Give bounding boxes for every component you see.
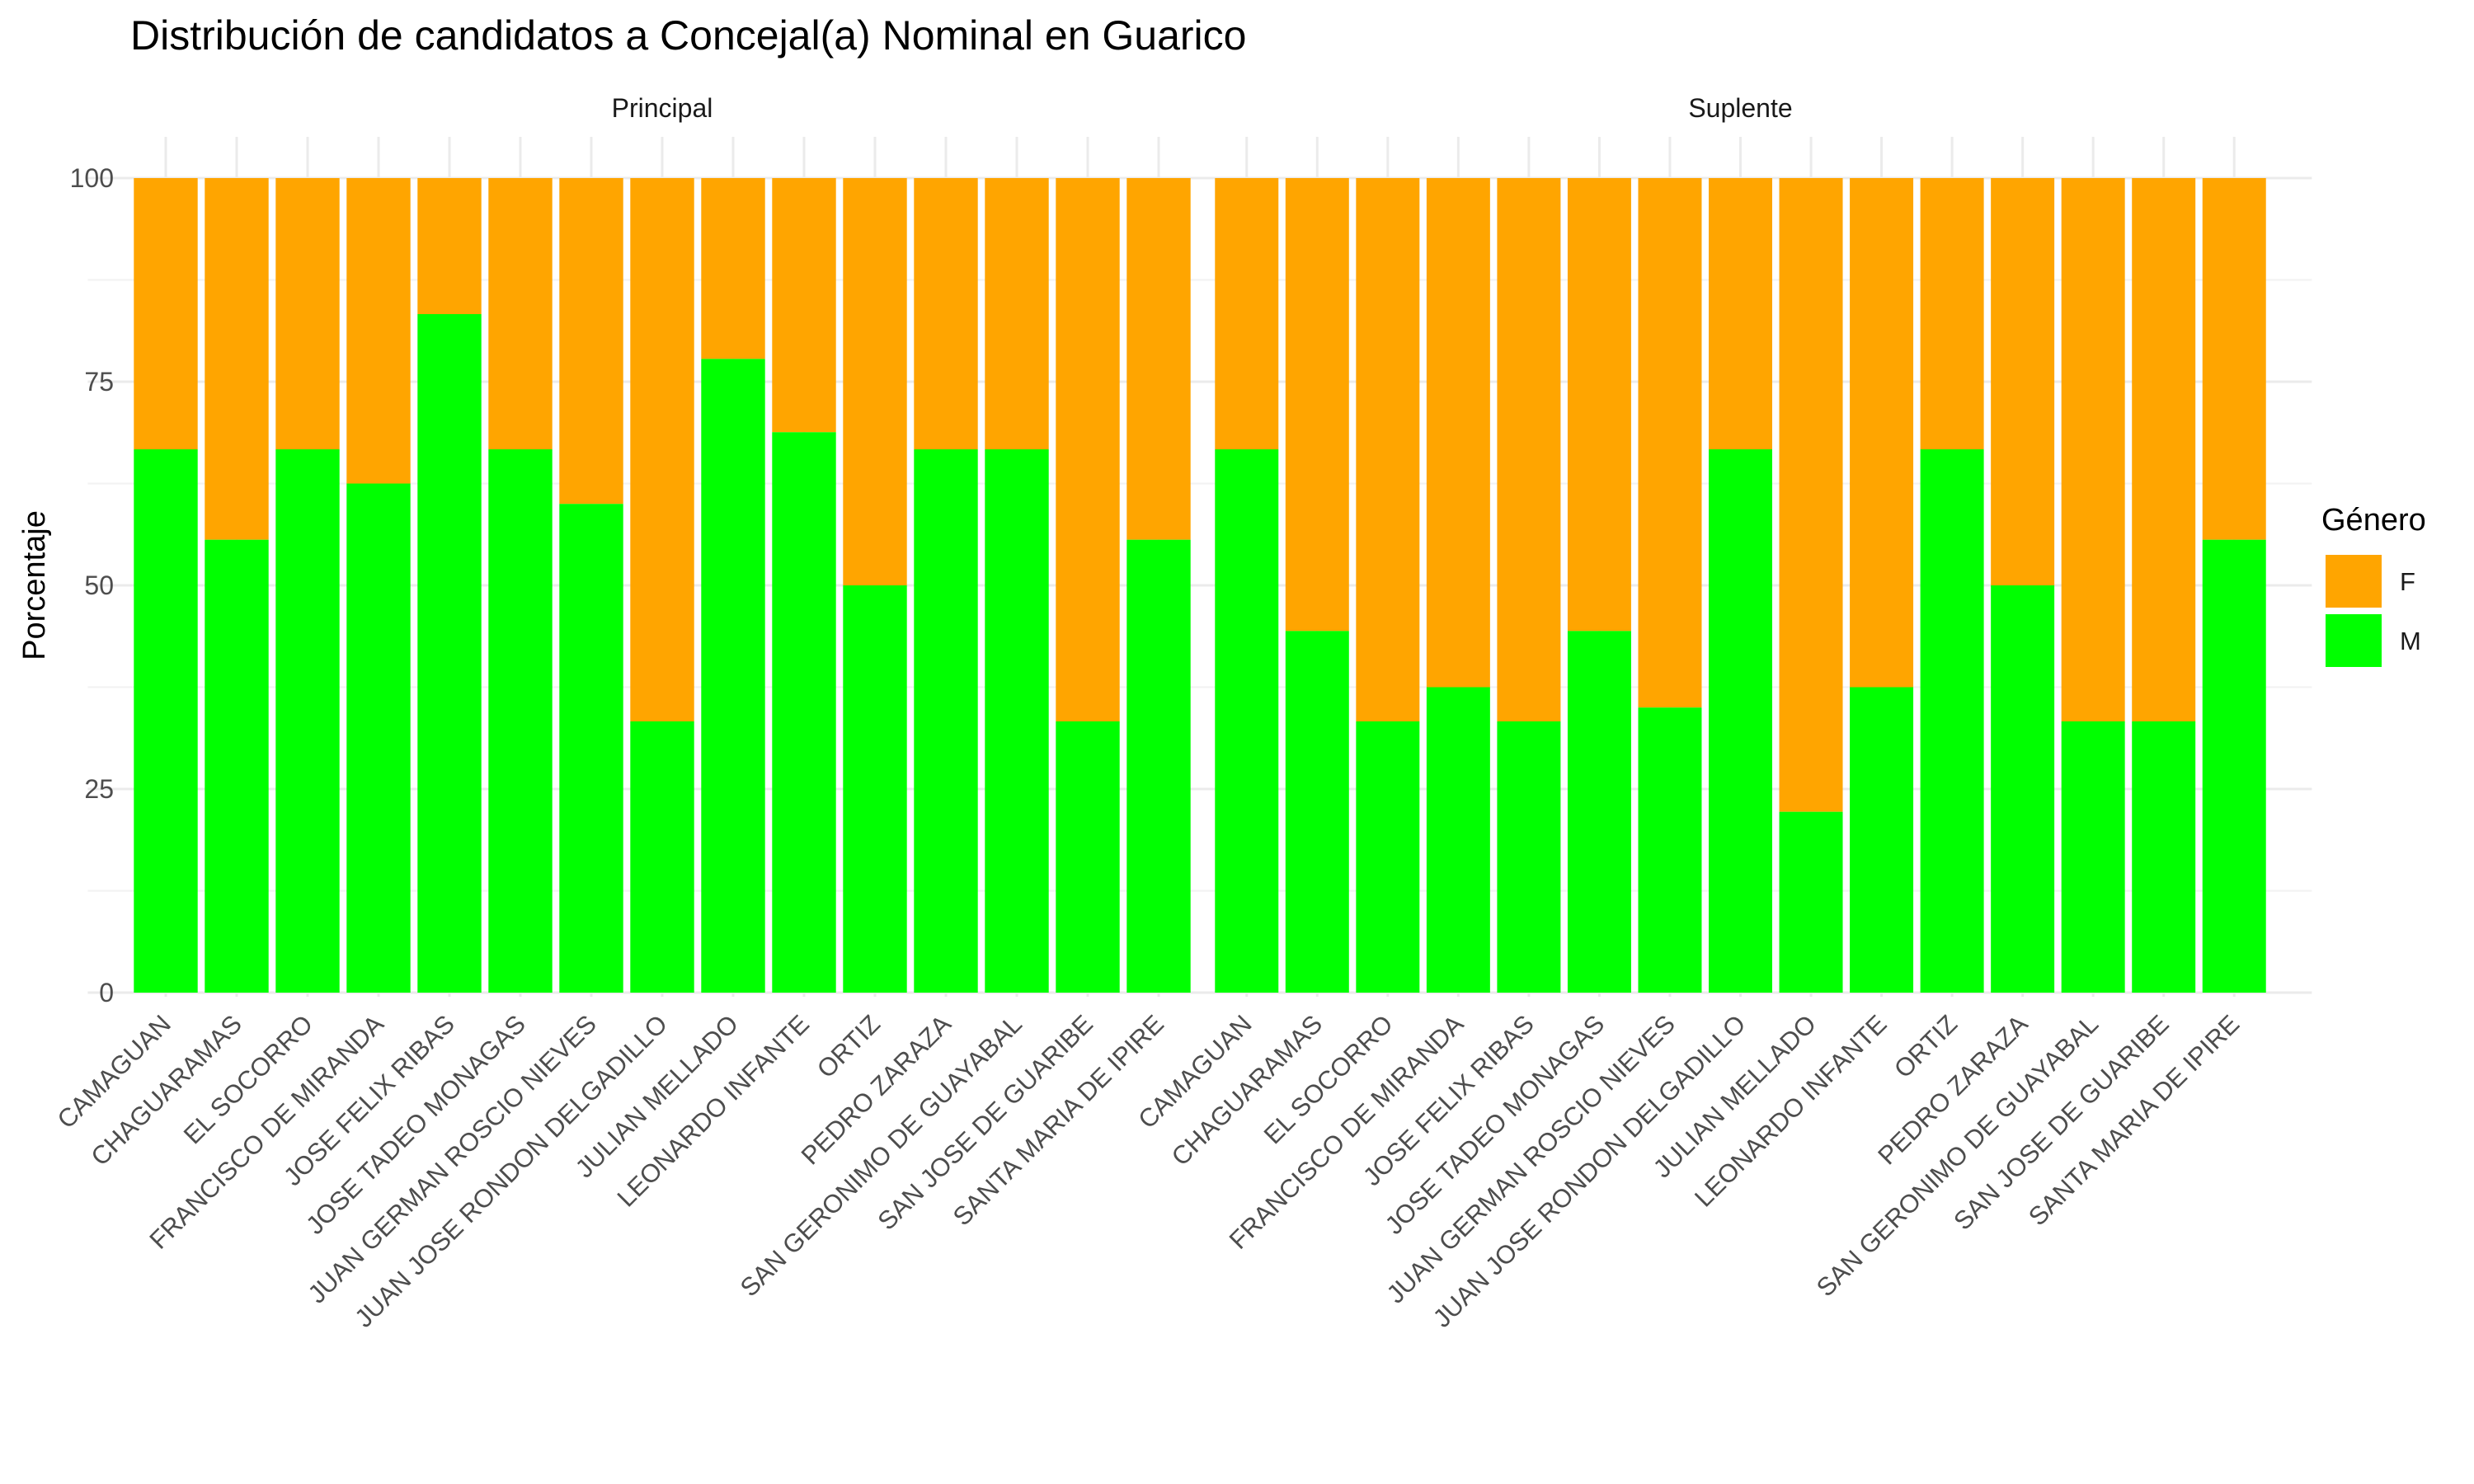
bar-segment-m: [1426, 687, 1490, 993]
facet-strip-label: Suplente: [1688, 93, 1792, 123]
bar-segment-f: [1126, 178, 1191, 540]
bar-segment-f: [1920, 178, 1984, 450]
chart-title: Distribución de candidatos a Concejal(a)…: [130, 12, 1246, 59]
y-tick-label: 100: [70, 163, 114, 193]
bar-segment-f: [1426, 178, 1490, 688]
bar-segment-f: [985, 178, 1049, 450]
facet-strip-label: Principal: [612, 93, 713, 123]
bar-segment-m: [205, 539, 269, 993]
bar-segment-f: [2061, 178, 2125, 721]
bar-segment-f: [1285, 178, 1349, 632]
bar-segment-m: [417, 313, 482, 993]
bar-segment-m: [1779, 811, 1843, 993]
bar-segment-f: [205, 178, 269, 540]
bar-segment-m: [1126, 539, 1191, 993]
bar-segment-m: [559, 504, 623, 993]
y-tick-label: 75: [84, 367, 114, 397]
bar-segment-m: [1567, 631, 1631, 993]
bar-segment-m: [1709, 449, 1772, 993]
bar-segment-f: [275, 178, 340, 450]
bar-segment-f: [134, 178, 198, 450]
bar-segment-m: [134, 449, 198, 993]
y-axis-label: Porcentaje: [17, 510, 52, 660]
bar-segment-f: [2132, 178, 2196, 721]
bar-segment-f: [2202, 178, 2266, 540]
bar-segment-f: [772, 178, 836, 433]
bar-segment-m: [701, 359, 765, 993]
y-tick-label: 0: [99, 978, 114, 1007]
bar-segment-m: [772, 432, 836, 993]
bar-segment-f: [346, 178, 411, 484]
bar-segment-m: [2061, 721, 2125, 993]
bar-segment-f: [843, 178, 907, 585]
bar-segment-m: [1056, 721, 1120, 993]
bar-segment-m: [346, 483, 411, 993]
bar-segment-f: [701, 178, 765, 359]
bar-segment-m: [1638, 707, 1702, 993]
legend: Género FM: [2321, 503, 2426, 667]
bar-segment-m: [985, 449, 1049, 993]
y-tick-label: 50: [84, 571, 114, 600]
bar-segment-f: [1497, 178, 1561, 721]
bar-segment-f: [488, 178, 553, 450]
legend-key-f: [2326, 555, 2382, 608]
bar-segment-m: [488, 449, 553, 993]
bar-segment-f: [1056, 178, 1120, 721]
bar-segment-m: [843, 585, 907, 993]
bar-segment-f: [1356, 178, 1420, 721]
bar-segment-f: [1991, 178, 2055, 585]
bar-segment-f: [1567, 178, 1631, 632]
legend-key-m: [2326, 614, 2382, 667]
bar-segment-f: [914, 178, 978, 450]
bar-segment-f: [1779, 178, 1843, 812]
bar-segment-m: [630, 721, 694, 993]
bar-segment-m: [914, 449, 978, 993]
bar-segment-f: [1850, 178, 1914, 688]
bar-segment-f: [417, 178, 482, 314]
legend-label-m: M: [2400, 627, 2421, 655]
bar-segment-m: [1991, 585, 2055, 993]
bar-layer: [134, 178, 2266, 993]
bar-segment-f: [630, 178, 694, 721]
bar-segment-f: [559, 178, 623, 505]
bar-segment-m: [1356, 721, 1420, 993]
legend-entries: FM: [2326, 555, 2421, 667]
bar-segment-m: [275, 449, 340, 993]
bar-segment-m: [2202, 539, 2266, 993]
bar-segment-m: [2132, 721, 2196, 993]
legend-label-f: F: [2400, 567, 2415, 596]
x-tick-label: EL SOCORRO: [178, 1009, 318, 1149]
legend-title: Género: [2321, 503, 2426, 538]
bar-segment-f: [1215, 178, 1279, 450]
bar-segment-m: [1215, 449, 1279, 993]
bar-segment-m: [1920, 449, 1984, 993]
bar-segment-m: [1497, 721, 1561, 993]
bar-segment-f: [1638, 178, 1702, 708]
y-tick-label: 25: [84, 774, 114, 804]
bar-segment-m: [1285, 631, 1349, 993]
bar-segment-m: [1850, 687, 1914, 993]
bar-segment-f: [1709, 178, 1772, 450]
